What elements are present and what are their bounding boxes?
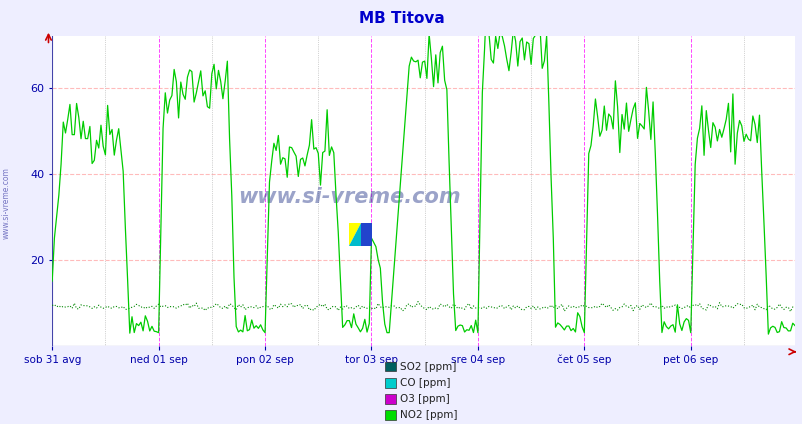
Text: www.si-vreme.com: www.si-vreme.com: [2, 167, 11, 240]
Text: NO2 [ppm]: NO2 [ppm]: [399, 410, 457, 420]
Text: MB Titova: MB Titova: [358, 11, 444, 25]
Text: CO [ppm]: CO [ppm]: [399, 378, 450, 388]
Text: O3 [ppm]: O3 [ppm]: [399, 394, 449, 404]
Polygon shape: [360, 223, 371, 246]
Polygon shape: [349, 223, 360, 246]
Text: www.si-vreme.com: www.si-vreme.com: [237, 187, 460, 207]
Text: SO2 [ppm]: SO2 [ppm]: [399, 362, 456, 372]
Polygon shape: [349, 223, 360, 246]
